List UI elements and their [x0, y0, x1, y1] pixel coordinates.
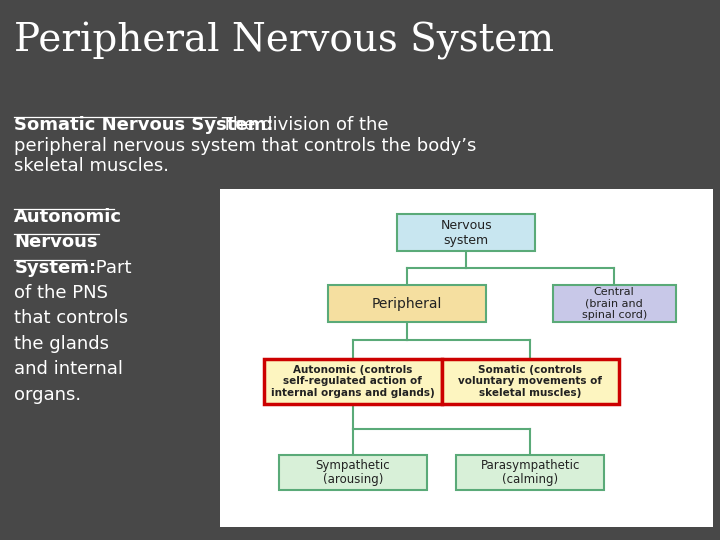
- Text: Autonomic: Autonomic: [14, 208, 122, 226]
- FancyBboxPatch shape: [552, 285, 676, 322]
- Text: Sympathetic
(arousing): Sympathetic (arousing): [315, 458, 390, 487]
- Text: Somatic Nervous System:: Somatic Nervous System:: [14, 116, 274, 134]
- Text: the glands: the glands: [14, 335, 109, 353]
- Text: Part: Part: [90, 259, 132, 276]
- FancyBboxPatch shape: [397, 214, 535, 252]
- FancyBboxPatch shape: [264, 359, 441, 404]
- Text: and internal: and internal: [14, 360, 123, 378]
- FancyBboxPatch shape: [456, 455, 604, 490]
- Text: Central
(brain and
spinal cord): Central (brain and spinal cord): [582, 287, 647, 320]
- Text: of the PNS: of the PNS: [14, 284, 109, 302]
- Text: skeletal muscles.: skeletal muscles.: [14, 157, 169, 175]
- Text: organs.: organs.: [14, 386, 81, 403]
- Text: The division of the: The division of the: [216, 116, 389, 134]
- Text: that controls: that controls: [14, 309, 129, 327]
- Text: Peripheral Nervous System: Peripheral Nervous System: [14, 22, 554, 59]
- Text: Parasympathetic
(calming): Parasympathetic (calming): [481, 458, 580, 487]
- FancyBboxPatch shape: [441, 359, 619, 404]
- FancyBboxPatch shape: [279, 455, 427, 490]
- Text: peripheral nervous system that controls the body’s: peripheral nervous system that controls …: [14, 137, 477, 154]
- Text: Peripheral: Peripheral: [372, 297, 442, 310]
- Text: Somatic (controls
voluntary movements of
skeletal muscles): Somatic (controls voluntary movements of…: [459, 365, 603, 398]
- Text: Nervous
system: Nervous system: [441, 219, 492, 247]
- FancyBboxPatch shape: [220, 189, 713, 526]
- Text: Nervous: Nervous: [14, 233, 98, 251]
- Text: System:: System:: [14, 259, 96, 276]
- FancyBboxPatch shape: [328, 285, 486, 322]
- Text: Autonomic (controls
self-regulated action of
internal organs and glands): Autonomic (controls self-regulated actio…: [271, 365, 435, 398]
